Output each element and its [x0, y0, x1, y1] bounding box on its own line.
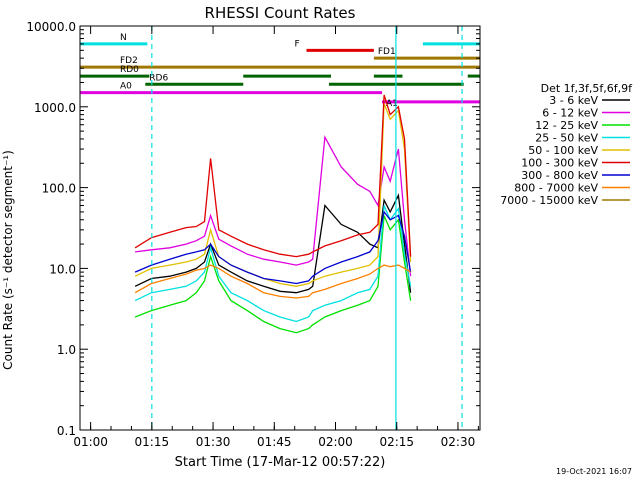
flag-label-fd1: FD1 — [378, 47, 396, 57]
x-tick-label-0: 01:00 — [73, 435, 108, 449]
flag-label-rd6: RD6 — [149, 73, 168, 83]
x-tick-label-5: 02:15 — [379, 435, 414, 449]
legend-label-5: 100 - 300 keV — [521, 157, 598, 170]
y-axis-label: Count Rate (s⁻¹ detector segment⁻¹) — [1, 150, 15, 370]
legend-label-3: 25 - 50 keV — [535, 132, 598, 145]
footer-timestamp: 19-Oct-2021 16:07 — [556, 467, 632, 476]
series-line-5 — [134, 94, 412, 258]
y-tick-label-5: 10000.0 — [26, 20, 76, 34]
x-tick-label-1: 01:15 — [135, 435, 170, 449]
legend-label-0: 3 - 6 keV — [549, 94, 598, 107]
flag-label-rd0: RD0 — [120, 65, 139, 75]
flag-label-fd2: FD2 — [120, 56, 138, 66]
data-series — [134, 94, 412, 334]
axes: 01:00 01:15 01:30 01:45 02:00 02:15 02:30 0.1 1.… — [26, 20, 481, 449]
flag-label-f: F — [295, 39, 300, 49]
y-tick-label-2: 10.0 — [49, 262, 76, 276]
x-tick-label-4: 02:00 — [318, 435, 353, 449]
legend-label-1: 6 - 12 keV — [542, 107, 598, 120]
plot-frame — [79, 25, 481, 431]
legend-label-6: 300 - 800 keV — [521, 169, 598, 182]
y-tick-label-1: 1.0 — [57, 343, 76, 357]
series-line-7 — [134, 264, 411, 299]
y-tick-label-0: 0.1 — [57, 424, 76, 438]
series-line-2 — [134, 215, 412, 334]
legend-label-2: 12 - 25 keV — [535, 119, 598, 132]
x-tick-label-2: 01:30 — [196, 435, 231, 449]
legend-title: Det 1f,3f,5f,6f,9f — [541, 82, 634, 95]
chart-title: RHESSI Count Rates — [205, 4, 356, 22]
series-line-6 — [134, 210, 412, 285]
x-tick-label-6: 02:30 — [441, 435, 476, 449]
y-tick-label-4: 1000.0 — [34, 101, 76, 115]
series-line-0 — [134, 193, 412, 294]
legend-label-7: 800 - 7000 keV — [514, 182, 598, 195]
x-tick-label-3: 01:45 — [257, 435, 292, 449]
flag-label-n: N — [120, 33, 127, 43]
y-tick-label-3: 100.0 — [42, 182, 76, 196]
attenuator-lines — [151, 26, 463, 430]
x-axis-label: Start Time (17-Mar-12 00:57:22) — [175, 455, 386, 470]
series-line-1 — [135, 135, 412, 277]
flag-label-a1: A1 — [386, 99, 398, 109]
series-line-4 — [134, 103, 412, 287]
legend-label-4: 50 - 100 keV — [528, 144, 598, 157]
series-line-3 — [134, 205, 412, 323]
legend-label-8: 7000 - 15000 keV — [500, 194, 598, 207]
flag-label-a0: A0 — [120, 82, 132, 92]
